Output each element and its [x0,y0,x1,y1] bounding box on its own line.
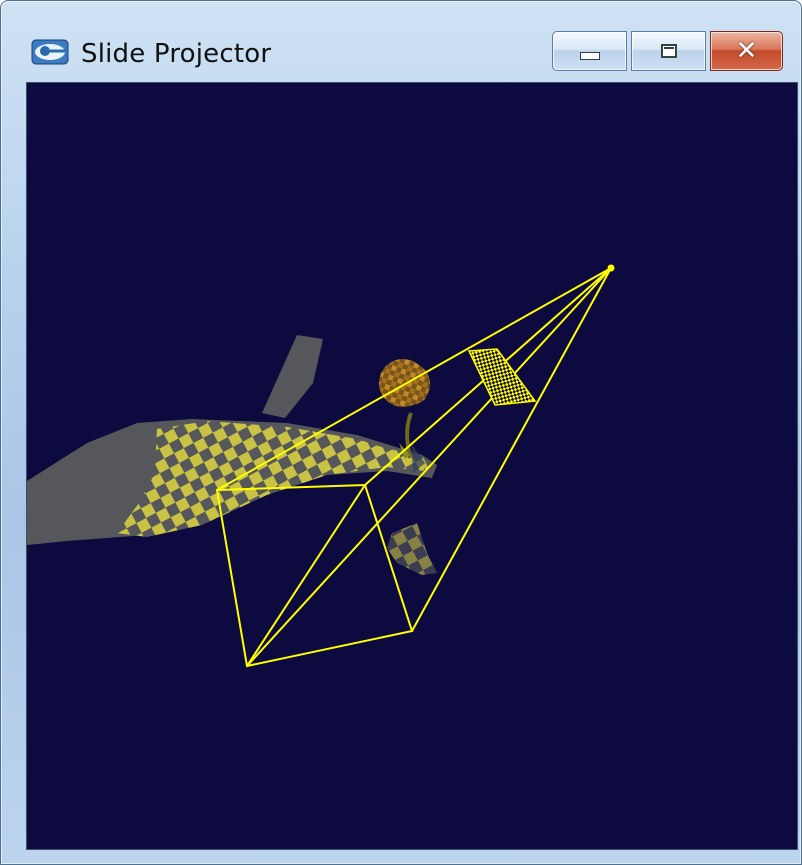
app-eye-icon[interactable] [31,39,69,65]
close-button[interactable]: ✕ [710,31,783,71]
projector-frustum [215,264,615,668]
maximize-icon [660,44,677,58]
title-bar[interactable]: Slide Projector ✕ [1,1,801,81]
window-title: Slide Projector [81,39,272,69]
scene-canvas [27,264,615,668]
minimize-button[interactable] [552,31,627,71]
maximize-button[interactable] [631,31,706,71]
projector-slide [467,348,537,406]
airplane-model [27,335,437,575]
close-icon: ✕ [735,36,758,66]
render-viewport[interactable] [26,82,798,850]
minimize-icon [579,52,600,60]
